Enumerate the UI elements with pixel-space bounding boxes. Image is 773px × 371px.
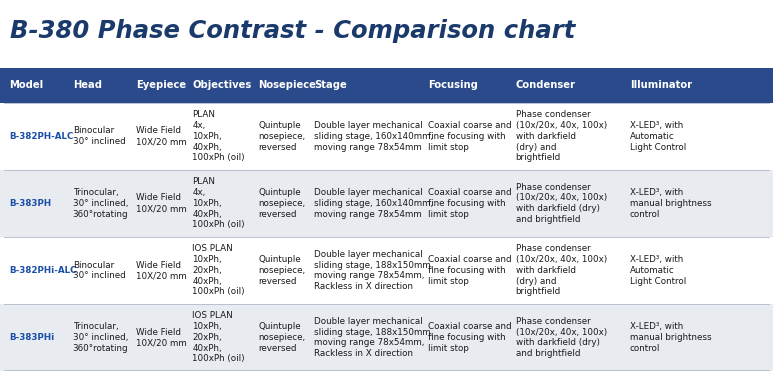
Text: X-LED³, with
Automatic
Light Control: X-LED³, with Automatic Light Control bbox=[630, 255, 686, 286]
Text: Quintuple
nosepiece,
reversed: Quintuple nosepiece, reversed bbox=[258, 188, 305, 219]
Text: Binocular
30° inclined: Binocular 30° inclined bbox=[73, 260, 125, 280]
Text: Eyepiece: Eyepiece bbox=[136, 81, 186, 90]
Text: B-382PHi-ALC: B-382PHi-ALC bbox=[9, 266, 77, 275]
Text: Wide Field
10X/20 mm: Wide Field 10X/20 mm bbox=[136, 127, 187, 146]
Bar bbox=[0, 103, 773, 170]
Text: Double layer mechanical
sliding stage, 160x140mm,
moving range 78x54mm: Double layer mechanical sliding stage, 1… bbox=[314, 121, 433, 151]
Text: IOS PLAN
10xPh,
20xPh,
40xPh,
100xPh (oil): IOS PLAN 10xPh, 20xPh, 40xPh, 100xPh (oi… bbox=[192, 312, 245, 364]
Text: Coaxial coarse and
fine focusing with
limit stop: Coaxial coarse and fine focusing with li… bbox=[428, 255, 512, 286]
Text: Wide Field
10X/20 mm: Wide Field 10X/20 mm bbox=[136, 193, 187, 213]
Text: PLAN
4x,
10xPh,
40xPh,
100xPh (oil): PLAN 4x, 10xPh, 40xPh, 100xPh (oil) bbox=[192, 177, 245, 229]
Bar bbox=[0, 68, 773, 103]
Text: Double layer mechanical
sliding stage, 160x140mm,
moving range 78x54mm: Double layer mechanical sliding stage, 1… bbox=[314, 188, 433, 219]
Text: Quintuple
nosepiece,
reversed: Quintuple nosepiece, reversed bbox=[258, 121, 305, 151]
Text: B-382PH-ALC: B-382PH-ALC bbox=[9, 132, 73, 141]
Text: Double layer mechanical
sliding stage, 188x150mm,
moving range 78x54mm,
Rackless: Double layer mechanical sliding stage, 1… bbox=[314, 317, 433, 358]
Text: Phase condenser
(10x/20x, 40x, 100x)
with darkfield
(dry) and
brightfield: Phase condenser (10x/20x, 40x, 100x) wit… bbox=[516, 110, 607, 162]
Text: Trinocular,
30° inclined,
360°rotating: Trinocular, 30° inclined, 360°rotating bbox=[73, 322, 128, 353]
Text: Double layer mechanical
sliding stage, 188x150mm,
moving range 78x54mm,
Rackless: Double layer mechanical sliding stage, 1… bbox=[314, 250, 433, 291]
Text: Focusing: Focusing bbox=[428, 81, 478, 90]
Text: Phase condenser
(10x/20x, 40x, 100x)
with darkfield (dry)
and brightfield: Phase condenser (10x/20x, 40x, 100x) wit… bbox=[516, 317, 607, 358]
Text: Wide Field
10X/20 mm: Wide Field 10X/20 mm bbox=[136, 260, 187, 280]
Text: Nosepiece: Nosepiece bbox=[258, 81, 316, 90]
Text: Coaxial coarse and
fine focusing with
limit stop: Coaxial coarse and fine focusing with li… bbox=[428, 121, 512, 151]
Text: Phase condenser
(10x/20x, 40x, 100x)
with darkfield
(dry) and
brightfield: Phase condenser (10x/20x, 40x, 100x) wit… bbox=[516, 244, 607, 296]
Text: Wide Field
10X/20 mm: Wide Field 10X/20 mm bbox=[136, 328, 187, 347]
Text: PLAN
4x,
10xPh,
40xPh,
100xPh (oil): PLAN 4x, 10xPh, 40xPh, 100xPh (oil) bbox=[192, 110, 245, 162]
Bar bbox=[0, 237, 773, 304]
Text: Head: Head bbox=[73, 81, 102, 90]
Text: B-383PH: B-383PH bbox=[9, 199, 51, 208]
Text: Illuminator: Illuminator bbox=[630, 81, 692, 90]
Text: B-383PHi: B-383PHi bbox=[9, 333, 55, 342]
Text: Model: Model bbox=[9, 81, 43, 90]
Text: IOS PLAN
10xPh,
20xPh,
40xPh,
100xPh (oil): IOS PLAN 10xPh, 20xPh, 40xPh, 100xPh (oi… bbox=[192, 244, 245, 296]
Text: Condenser: Condenser bbox=[516, 81, 576, 90]
Text: X-LED³, with
manual brightness
control: X-LED³, with manual brightness control bbox=[630, 188, 712, 219]
Text: Coaxial coarse and
fine focusing with
limit stop: Coaxial coarse and fine focusing with li… bbox=[428, 188, 512, 219]
Text: B-380 Phase Contrast - Comparison chart: B-380 Phase Contrast - Comparison chart bbox=[10, 19, 575, 43]
Text: Objectives: Objectives bbox=[192, 81, 252, 90]
Text: Binocular
30° inclined: Binocular 30° inclined bbox=[73, 127, 125, 146]
Text: Phase condenser
(10x/20x, 40x, 100x)
with darkfield (dry)
and brightfield: Phase condenser (10x/20x, 40x, 100x) wit… bbox=[516, 183, 607, 224]
Text: Trinocular,
30° inclined,
360°rotating: Trinocular, 30° inclined, 360°rotating bbox=[73, 188, 128, 219]
Text: Coaxial coarse and
fine focusing with
limit stop: Coaxial coarse and fine focusing with li… bbox=[428, 322, 512, 353]
Text: X-LED³, with
manual brightness
control: X-LED³, with manual brightness control bbox=[630, 322, 712, 353]
Text: Stage: Stage bbox=[314, 81, 346, 90]
Bar bbox=[0, 304, 773, 371]
Text: X-LED³, with
Automatic
Light Control: X-LED³, with Automatic Light Control bbox=[630, 121, 686, 151]
Bar bbox=[0, 170, 773, 237]
Text: Quintuple
nosepiece,
reversed: Quintuple nosepiece, reversed bbox=[258, 255, 305, 286]
Text: Quintuple
nosepiece,
reversed: Quintuple nosepiece, reversed bbox=[258, 322, 305, 353]
